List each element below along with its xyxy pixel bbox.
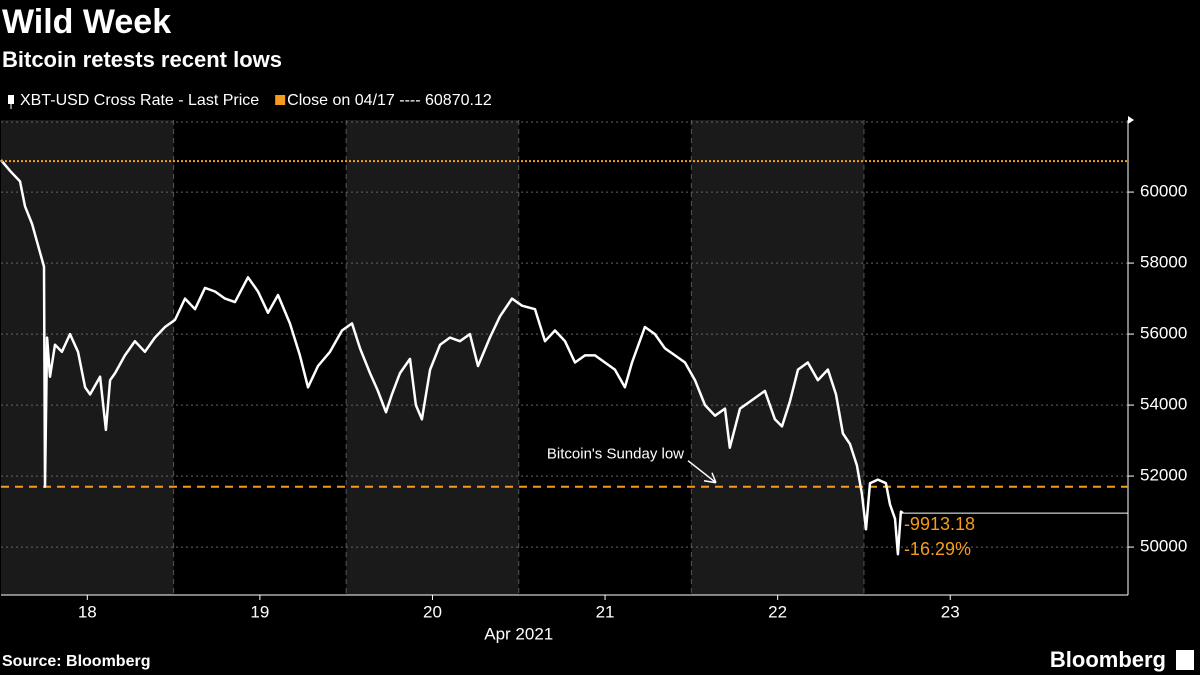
y-tick-label: 54000 [1140,395,1187,414]
chart-title: Wild Week [2,3,171,41]
x-tick-label: 19 [250,602,269,621]
y-tick-label: 56000 [1140,324,1187,343]
legend-swatch [275,95,286,105]
day-band [691,120,864,595]
legend-swatch [8,95,14,104]
price-line [0,159,904,556]
x-axis-label: Apr 2021 [484,624,553,643]
y-tick-label: 50000 [1140,537,1187,556]
legend-label: Close on 04/17 ---- 60870.12 [287,92,492,109]
x-tick-label: 20 [423,602,442,621]
source: Source: Bloomberg [2,653,150,670]
x-tick-label: 22 [768,602,787,621]
annotation-arrow [687,460,717,484]
day-band [1,120,174,595]
legend-label: XBT-USD Cross Rate - Last Price [20,92,259,109]
brand-icon [1176,650,1194,670]
day-band [346,120,519,595]
x-tick-label: 18 [78,602,97,621]
y-tick-label: 58000 [1140,253,1187,272]
brand: Bloomberg [1050,647,1166,672]
change-label: -16.29% [904,539,971,559]
y-tick-label: 60000 [1140,182,1187,201]
annotation: Bitcoin's Sunday low [547,446,684,463]
x-tick-label: 21 [596,602,615,621]
y-tick-label: 52000 [1140,466,1187,485]
change-label: -9913.18 [904,514,975,534]
axis-arrow [1128,116,1134,124]
x-tick-label: 23 [941,602,960,621]
chart-subtitle: Bitcoin retests recent lows [2,47,282,72]
